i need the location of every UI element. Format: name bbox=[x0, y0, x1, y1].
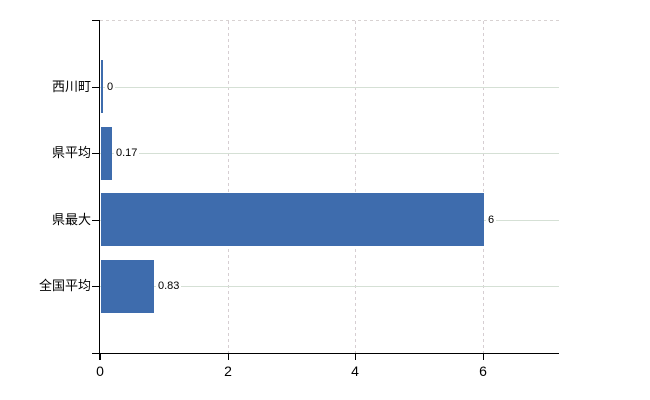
category-label: 県最大 bbox=[51, 212, 91, 227]
bar-value-label: 0.83 bbox=[156, 279, 182, 293]
bar bbox=[101, 260, 154, 313]
gridline-horizontal bbox=[100, 286, 559, 287]
x-axis-line bbox=[92, 353, 559, 354]
bar-value-label: 6 bbox=[486, 213, 497, 227]
gridline-vertical bbox=[228, 21, 229, 353]
bar bbox=[101, 193, 484, 246]
y-axis-tick bbox=[92, 87, 100, 88]
bar bbox=[101, 60, 103, 113]
gridline-horizontal bbox=[100, 153, 559, 154]
x-axis-tick bbox=[100, 354, 101, 360]
x-tick-label: 0 bbox=[96, 363, 104, 379]
y-axis-line bbox=[99, 20, 100, 360]
x-axis-tick bbox=[228, 354, 229, 360]
x-axis-tick bbox=[355, 354, 356, 360]
bar-value-label: 0 bbox=[105, 80, 116, 94]
bar bbox=[101, 127, 112, 180]
gridline-vertical bbox=[355, 21, 356, 353]
bar-value-label: 0.17 bbox=[114, 146, 140, 160]
gridline-horizontal bbox=[100, 87, 559, 88]
y-axis-end-tick bbox=[92, 20, 100, 21]
category-label: 県平均 bbox=[51, 145, 91, 160]
y-axis-tick bbox=[92, 220, 100, 221]
gridline-vertical bbox=[483, 21, 484, 353]
y-axis-tick bbox=[92, 153, 100, 154]
category-label: 西川町 bbox=[51, 79, 91, 94]
x-axis-tick bbox=[483, 354, 484, 360]
x-tick-label: 2 bbox=[224, 363, 232, 379]
x-tick-label: 6 bbox=[479, 363, 487, 379]
plot-top-border bbox=[100, 20, 559, 21]
category-label: 全国平均 bbox=[38, 278, 91, 293]
y-axis-tick bbox=[92, 286, 100, 287]
x-tick-label: 4 bbox=[351, 363, 359, 379]
